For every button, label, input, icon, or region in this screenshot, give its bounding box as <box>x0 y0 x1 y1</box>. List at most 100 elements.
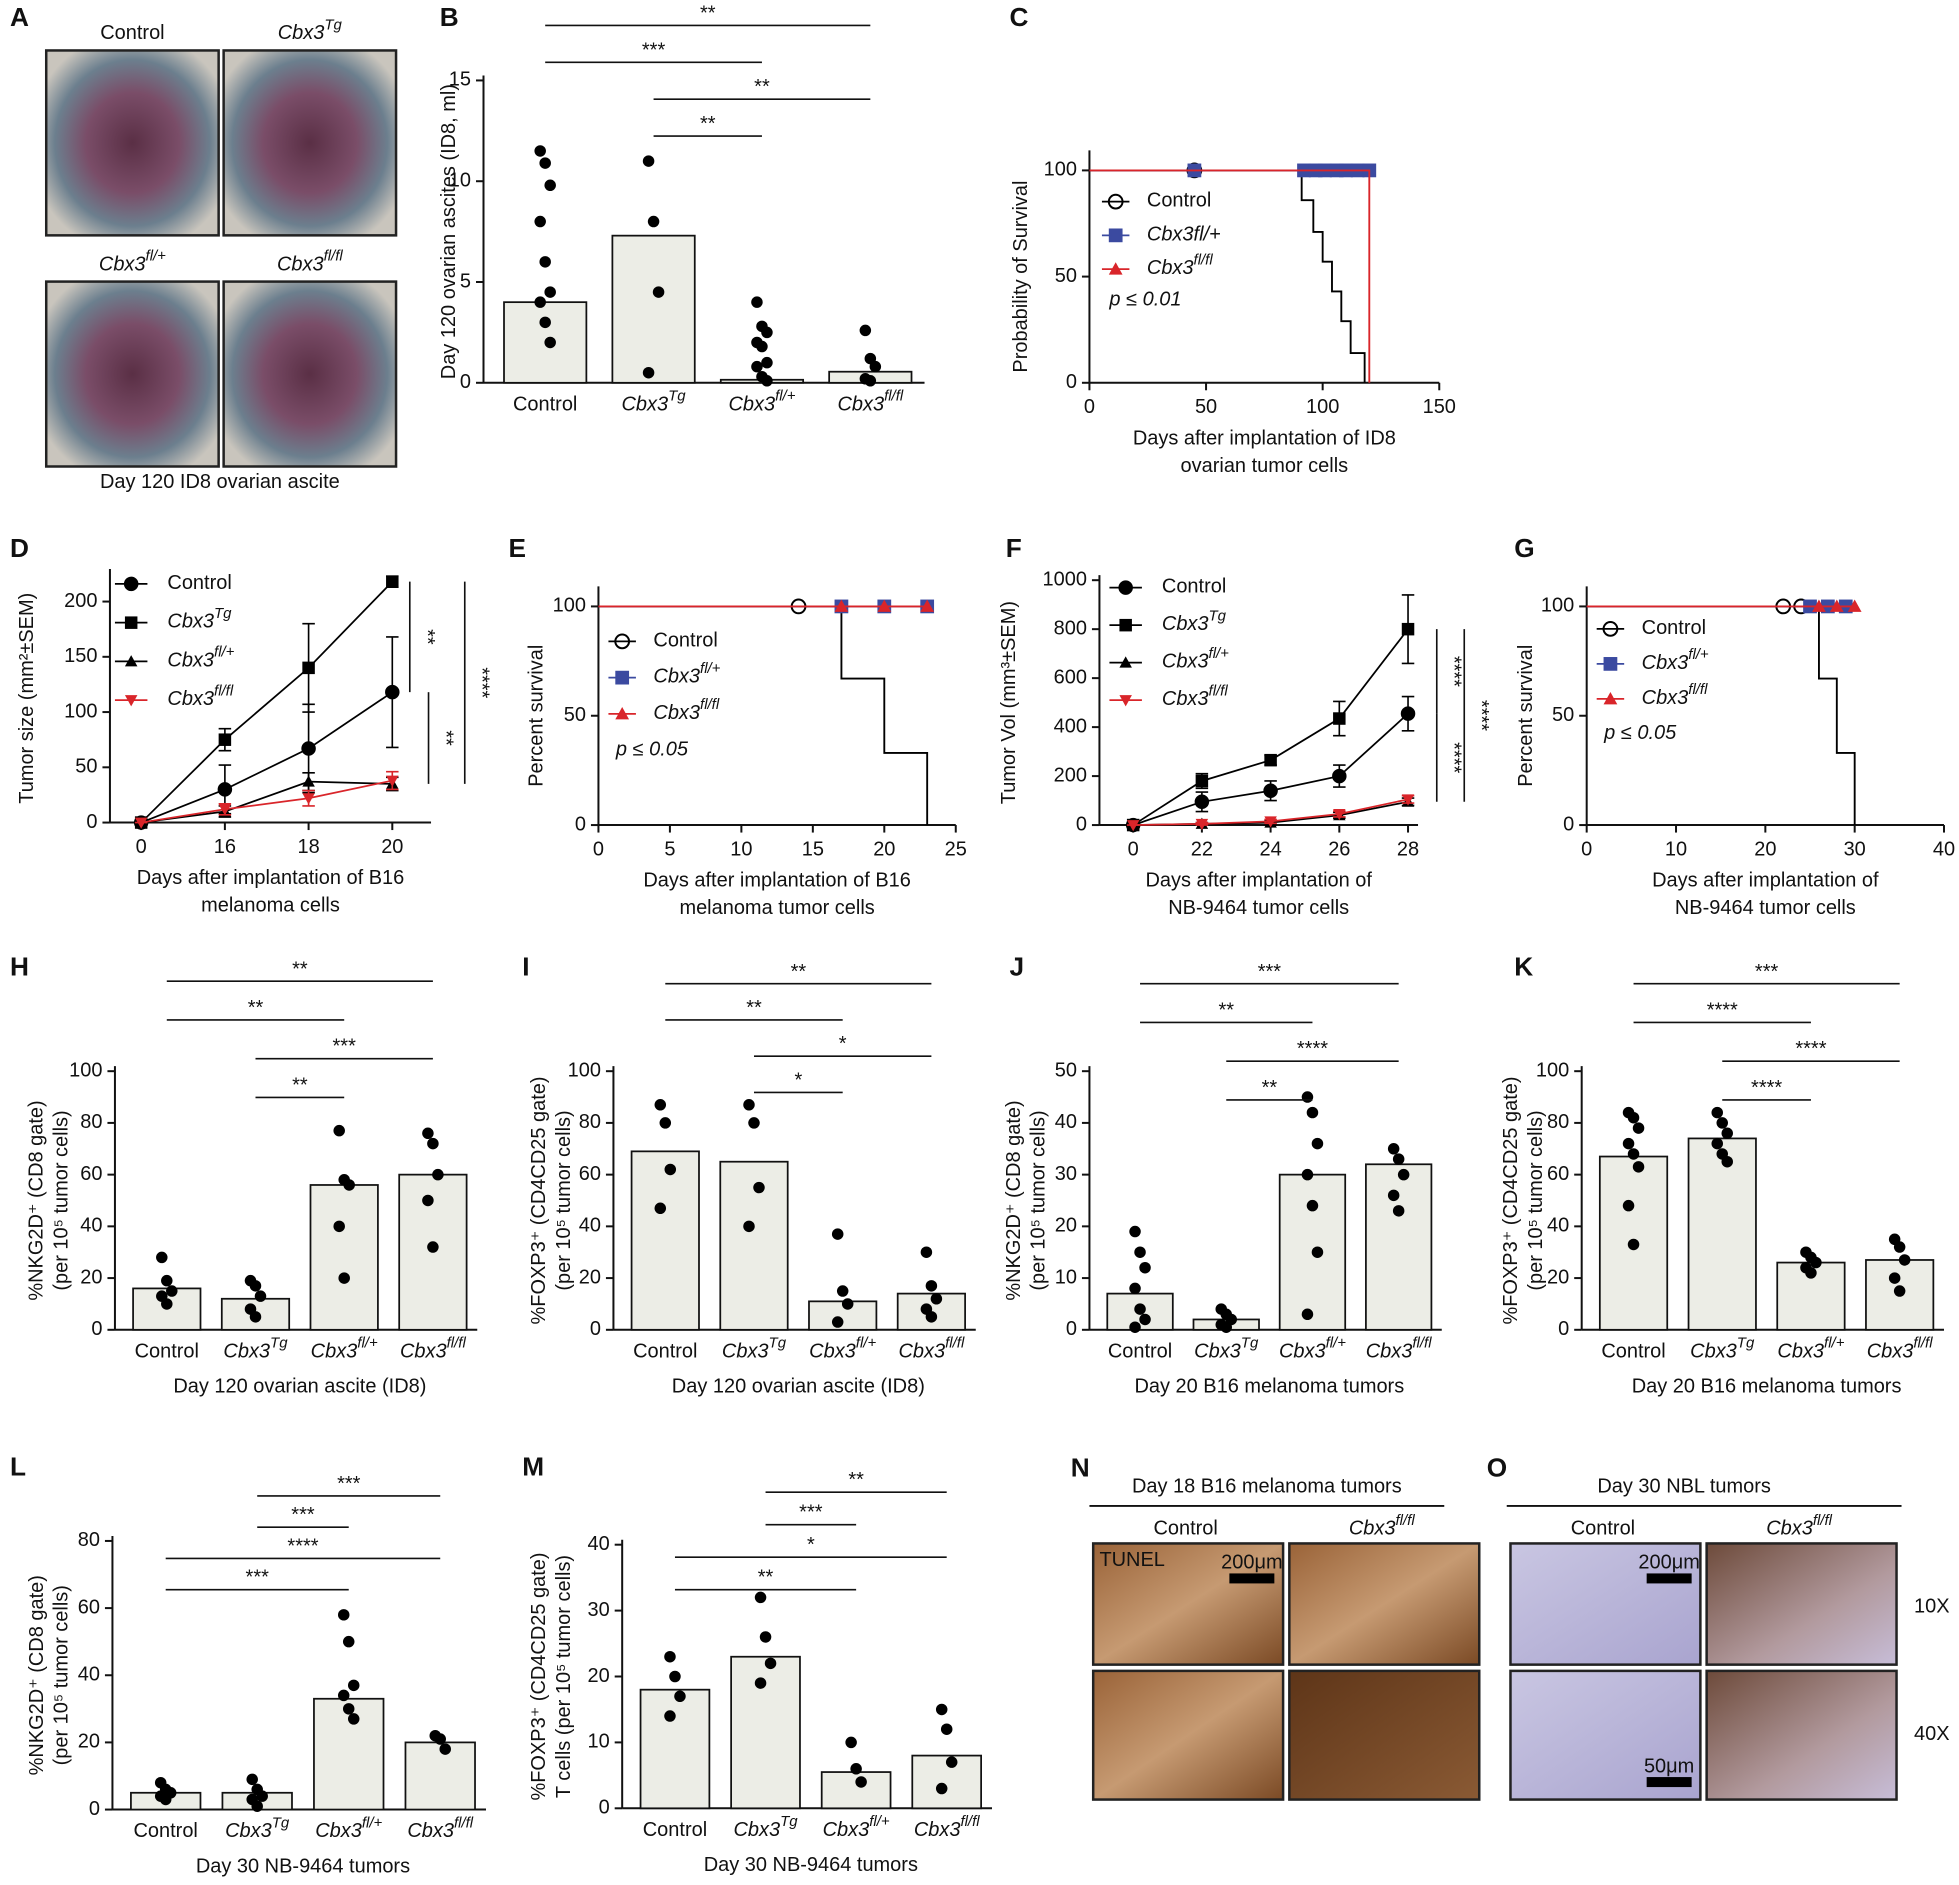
significance-label: *** <box>337 1473 361 1495</box>
y-axis-label: Day 120 ovarian ascites (ID8, ml) <box>438 84 460 379</box>
x-tick-label: 0 <box>1581 838 1592 860</box>
data-point <box>945 1756 958 1768</box>
legend-label-base: Cbx3 <box>1147 257 1194 279</box>
x-tick-label: Cbx3fl/+ <box>315 1814 382 1842</box>
photo-label: Cbx3fl/+ <box>99 248 166 276</box>
data-point <box>434 1733 446 1745</box>
x-tick-label-base: Cbx3 <box>837 394 884 416</box>
photo <box>1705 1669 1898 1801</box>
x-tick-label-base: Cbx3 <box>407 1820 454 1842</box>
data-point <box>539 316 551 329</box>
legend-label-base: Control <box>1642 617 1706 639</box>
significance-label: **** <box>287 1535 318 1557</box>
x-tick-label: 28 <box>1397 838 1419 860</box>
y-axis-label: Percent survival <box>526 645 548 787</box>
data-point <box>422 1194 434 1207</box>
magnification-label: 10X <box>1914 1595 1950 1617</box>
x-tick-label: Cbx3fl/fl <box>1867 1334 1933 1362</box>
photo-label: Cbx3Tg <box>278 16 343 44</box>
bar <box>611 234 696 384</box>
marker <box>1332 768 1347 784</box>
marker <box>1847 599 1862 612</box>
data-point <box>534 215 546 228</box>
x-tick-label-base: Cbx3 <box>400 1341 447 1363</box>
y-tick-label: 0 <box>460 371 471 393</box>
significance-label: **** <box>1443 742 1465 773</box>
legend-label: Control <box>1162 576 1226 598</box>
y-tick-label: 20 <box>587 1665 609 1687</box>
y-tick-label: 20 <box>80 1266 102 1288</box>
x-tick-label: Cbx3Tg <box>722 1334 787 1362</box>
legend-label: Cbx3fl/fl <box>1642 681 1708 709</box>
x-tick-label-sup: fl/fl <box>960 1813 980 1830</box>
panel-letter: I <box>522 952 529 982</box>
y-tick-label: 80 <box>78 1529 100 1551</box>
annotation: p ≤ 0.01 <box>1108 289 1181 311</box>
panel-letter: N <box>1071 1453 1090 1483</box>
marker <box>1603 657 1618 671</box>
data-point <box>1716 1117 1728 1129</box>
y-tick-label: 10 <box>1055 1266 1077 1288</box>
x-axis-label: Day 120 ovarian ascite (ID8) <box>173 1376 426 1398</box>
x-tick-label-sup: Tg <box>1737 1334 1755 1351</box>
data-point <box>439 1743 451 1755</box>
data-point <box>1387 1189 1400 1202</box>
y-tick-label: 20 <box>78 1731 100 1753</box>
x-tick-label-base: Cbx3 <box>622 394 669 416</box>
legend-label-base: Cbx3 <box>167 650 214 672</box>
significance-label: ** <box>434 730 456 746</box>
significance-label: ** <box>1262 1077 1278 1099</box>
x-tick-label: Control <box>135 1341 199 1363</box>
y-tick-label: 0 <box>89 1798 100 1820</box>
x-tick-label: 150 <box>1423 396 1456 418</box>
annotation: p ≤ 0.05 <box>615 738 689 760</box>
data-point <box>159 1793 172 1806</box>
data-point <box>427 1137 439 1150</box>
x-tick-label: 22 <box>1191 838 1213 860</box>
legend-label-sup: Tg <box>1209 607 1227 624</box>
y-tick-label: 800 <box>1054 617 1087 639</box>
y-tick-label: 5 <box>460 270 471 292</box>
data-point <box>544 336 556 349</box>
data-point <box>539 157 551 169</box>
x-tick-label-base: Control <box>135 1341 199 1363</box>
y-tick-label: 50 <box>75 756 97 778</box>
data-point <box>1898 1254 1911 1266</box>
column-label: Control <box>1571 1518 1635 1540</box>
x-tick-label: Cbx3Tg <box>733 1813 798 1841</box>
y-tick-label: 0 <box>1066 371 1077 393</box>
data-point <box>1301 1168 1314 1181</box>
data-point <box>925 1311 938 1323</box>
data-point <box>1134 1246 1146 1258</box>
legend-label: Cbx3Tg <box>1162 607 1227 635</box>
x-axis-label: Day 120 ovarian ascite (ID8) <box>672 1376 925 1398</box>
significance-label: **** <box>1443 656 1465 687</box>
bar <box>309 1184 379 1331</box>
y-axis-label: (per 10⁵ tumor cells) <box>553 1110 575 1290</box>
data-point <box>1392 1205 1405 1217</box>
panel-letter: B <box>440 2 459 32</box>
data-point <box>1129 1225 1141 1238</box>
bar <box>1365 1163 1433 1331</box>
x-tick-label-sup: Tg <box>270 1334 288 1351</box>
x-tick-label: 10 <box>730 838 752 860</box>
legend-label: Cbx3fl/fl <box>167 682 233 710</box>
x-tick-label-sup: fl/fl <box>1412 1334 1432 1351</box>
x-tick-label-base: Cbx3 <box>223 1341 270 1363</box>
x-tick-label: 0 <box>593 838 604 860</box>
column-label-sup: fl/fl <box>1813 1512 1833 1529</box>
data-point <box>674 1690 686 1703</box>
x-tick-label: Cbx3Tg <box>1690 1334 1755 1362</box>
data-point <box>1311 1137 1324 1150</box>
bar <box>719 1160 789 1331</box>
y-tick-label: 40 <box>1547 1215 1569 1237</box>
y-axis-label: %FOXP3⁺ (CD4CD25 gate) <box>528 1552 550 1800</box>
marker <box>1401 622 1415 636</box>
x-tick-label: 20 <box>873 838 895 860</box>
x-tick-label-base: Cbx3 <box>1690 1341 1737 1363</box>
marker <box>920 599 935 612</box>
legend-label: Cbx3fl/+ <box>1162 645 1229 673</box>
marker <box>218 804 232 816</box>
